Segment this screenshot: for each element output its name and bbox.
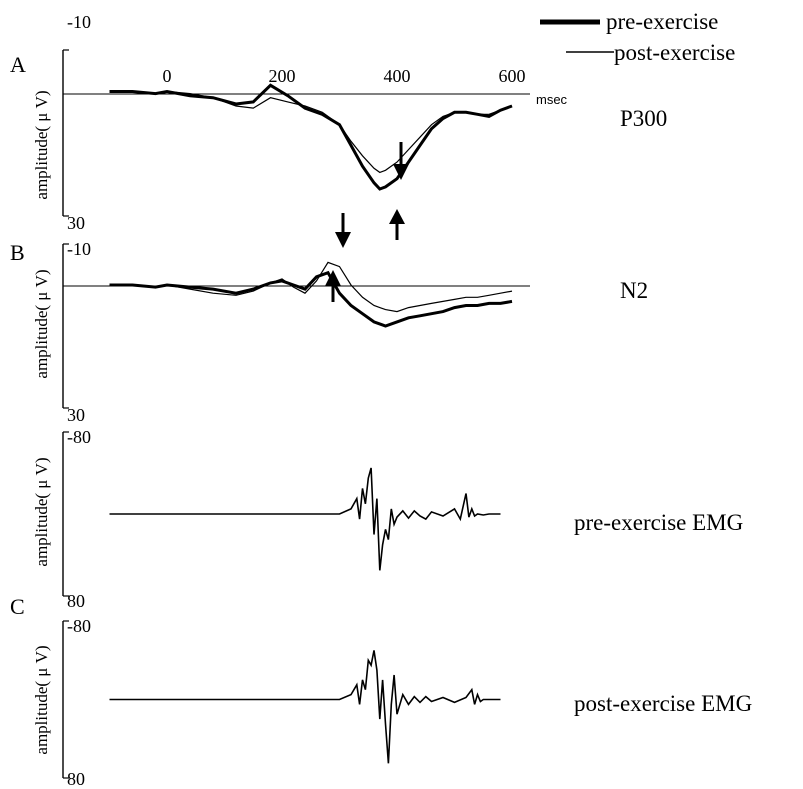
legend-pre-label: pre-exercise — [606, 9, 718, 34]
x-tick-label-2: 400 — [384, 66, 411, 86]
panel-a-arrow-down — [393, 142, 409, 180]
panel-emg-pre-trace — [109, 467, 501, 571]
panel-b: B -10 30 amplitude( μ V) N2 — [10, 213, 648, 425]
legend: pre-exercise post-exercise — [540, 9, 735, 65]
panel-a-pre-trace — [109, 83, 513, 191]
x-axis-ticks: 0 200 400 600 msec — [163, 66, 568, 107]
panel-b-ylabel: amplitude( μ V) — [32, 269, 51, 378]
panel-b-ytick-bottom-label: 30 — [67, 405, 85, 425]
panel-a: A -10 30 amplitude( μ V) P300 — [10, 12, 667, 240]
panel-a-ytick-top-label: -10 — [67, 12, 91, 32]
panel-emg-pre-ytick-top-label: -80 — [67, 427, 91, 447]
panel-c: C -80 80 amplitude( μ V) post-exercise E… — [10, 594, 752, 789]
legend-post-label: post-exercise — [614, 40, 735, 65]
x-axis-unit: msec — [536, 92, 568, 107]
panel-a-ytick-bottom-label: 30 — [67, 213, 85, 233]
panel-a-letter: A — [10, 52, 26, 77]
x-tick-label-0: 0 — [163, 66, 172, 86]
panel-c-ytick-top-label: -80 — [67, 616, 91, 636]
panel-emg-pre: -80 80 amplitude( μ V) pre-exercise EMG — [32, 427, 743, 611]
panel-a-arrow-up — [389, 209, 405, 240]
panel-a-ylabel: amplitude( μ V) — [32, 90, 51, 199]
panel-b-pre-trace — [109, 270, 513, 328]
panel-b-post-trace — [109, 261, 513, 313]
x-tick-label-3: 600 — [499, 66, 526, 86]
panel-b-letter: B — [10, 240, 25, 265]
x-tick-label-1: 200 — [269, 66, 296, 86]
panel-c-letter: C — [10, 594, 25, 619]
panel-emg-pre-ytick-bottom-label: 80 — [67, 591, 85, 611]
panel-b-title: N2 — [620, 278, 648, 303]
panel-a-post-trace — [109, 90, 513, 174]
panel-b-ytick-top-label: -10 — [67, 239, 91, 259]
panel-b-arrow-up — [325, 270, 341, 302]
panel-b-arrow-down — [335, 213, 351, 248]
panel-c-trace — [109, 650, 501, 764]
panel-c-ylabel: amplitude( μ V) — [32, 645, 51, 754]
panel-c-title: post-exercise EMG — [574, 691, 752, 716]
panel-a-title: P300 — [620, 106, 667, 131]
panel-c-ytick-bottom-label: 80 — [67, 769, 85, 789]
panel-emg-pre-title: pre-exercise EMG — [574, 510, 743, 535]
panel-emg-pre-ylabel: amplitude( μ V) — [32, 457, 51, 566]
